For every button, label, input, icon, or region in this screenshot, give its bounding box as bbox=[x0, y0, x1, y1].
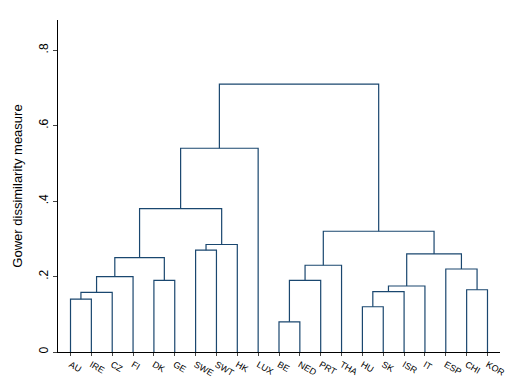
svg-text:.2: .2 bbox=[37, 269, 51, 279]
svg-text:SK: SK bbox=[380, 359, 395, 374]
svg-text:LUX: LUX bbox=[255, 359, 275, 376]
svg-text:CHI: CHI bbox=[463, 359, 481, 375]
svg-text:NED: NED bbox=[297, 359, 319, 377]
svg-text:BE: BE bbox=[276, 359, 291, 374]
svg-text:THA: THA bbox=[338, 359, 359, 377]
svg-text:CZ: CZ bbox=[109, 359, 125, 374]
svg-text:GE: GE bbox=[172, 359, 188, 374]
svg-text:HU: HU bbox=[359, 359, 375, 374]
svg-text:IT: IT bbox=[422, 359, 434, 372]
svg-text:AU: AU bbox=[67, 359, 83, 374]
svg-text:.4: .4 bbox=[37, 194, 51, 204]
svg-text:FI: FI bbox=[130, 359, 142, 372]
svg-text:Gower dissimilarity measure: Gower dissimilarity measure bbox=[10, 104, 25, 267]
svg-text:IRE: IRE bbox=[88, 359, 106, 375]
svg-text:ESP: ESP bbox=[443, 359, 464, 377]
svg-text:.8: .8 bbox=[37, 43, 51, 53]
svg-text:KOR: KOR bbox=[484, 359, 506, 378]
svg-text:PRT: PRT bbox=[317, 359, 338, 377]
svg-text:SWT: SWT bbox=[213, 359, 236, 378]
svg-text:.6: .6 bbox=[37, 119, 51, 129]
svg-text:ISR: ISR bbox=[401, 359, 419, 375]
svg-text:HK: HK bbox=[234, 359, 250, 374]
svg-text:0: 0 bbox=[37, 347, 51, 354]
svg-text:SWE: SWE bbox=[192, 359, 215, 378]
svg-text:DK: DK bbox=[151, 359, 167, 374]
